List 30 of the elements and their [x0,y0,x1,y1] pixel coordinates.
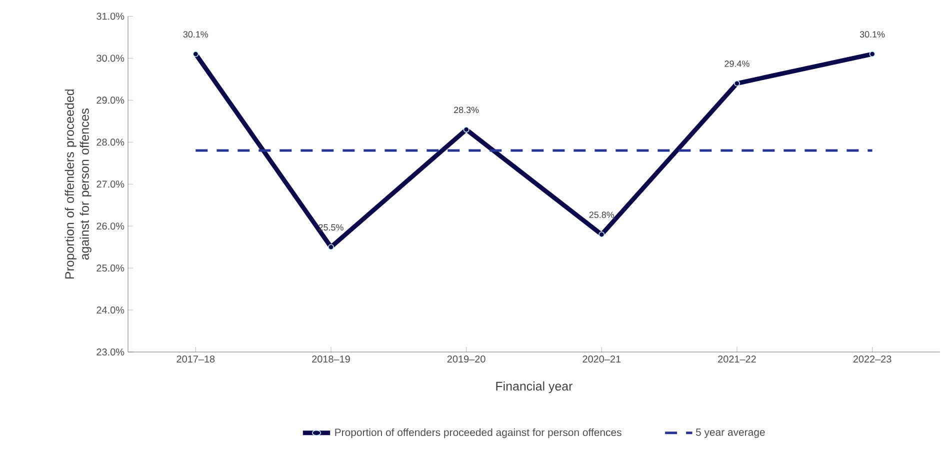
y-tick-label: 31.0% [96,12,124,20]
y-tick-label: 23.0% [96,348,124,356]
data-label: 30.1% [183,31,208,38]
y-tick-label: 30.0% [96,54,124,62]
x-tick-label: 2022–23 [853,356,892,363]
y-tick-label: 28.0% [96,138,124,146]
y-axis-title: Proportion of offenders proceeded against for person offences [64,90,92,279]
point [869,51,876,58]
point [192,51,199,58]
point [734,80,740,86]
x-tick-label: 2019–20 [447,356,486,363]
legend-label: 5 year average [696,428,765,438]
point [463,126,470,133]
data-label: 25.8% [589,212,614,218]
x-tick-label: 2020–21 [582,356,621,363]
x-tick-label: 2021–22 [718,356,756,363]
y-tick-label: 24.0% [96,306,124,314]
legend-label: Proportion of offenders proceeded against for person offences [335,428,622,438]
x-axis-title: Financial year [496,381,573,394]
y-tick-label: 26.0% [96,222,124,230]
point [598,231,605,238]
point [328,244,334,250]
data-label: 29.4% [724,60,750,67]
data-label: 28.3% [454,106,479,114]
data-label: 30.1% [860,31,885,38]
y-tick-label: 29.0% [96,96,124,104]
y-tick-label: 27.0% [96,180,124,188]
x-tick-label: 2018–19 [312,356,350,363]
x-tick-label: 2017–18 [176,356,215,363]
y-tick-label: 25.0% [96,264,124,272]
